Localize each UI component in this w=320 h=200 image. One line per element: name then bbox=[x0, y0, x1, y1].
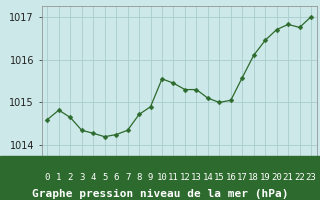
Text: 5: 5 bbox=[102, 172, 107, 182]
Text: 23: 23 bbox=[306, 172, 316, 182]
Text: 17: 17 bbox=[237, 172, 248, 182]
Text: 1: 1 bbox=[56, 172, 61, 182]
Text: 11: 11 bbox=[168, 172, 179, 182]
Text: 12: 12 bbox=[180, 172, 190, 182]
Text: 9: 9 bbox=[148, 172, 153, 182]
Text: 8: 8 bbox=[136, 172, 142, 182]
Text: 20: 20 bbox=[271, 172, 282, 182]
Text: 3: 3 bbox=[79, 172, 84, 182]
Text: 19: 19 bbox=[260, 172, 271, 182]
Text: 2: 2 bbox=[68, 172, 73, 182]
Text: 18: 18 bbox=[248, 172, 259, 182]
Text: 15: 15 bbox=[214, 172, 225, 182]
Text: 10: 10 bbox=[156, 172, 167, 182]
Text: 0: 0 bbox=[45, 172, 50, 182]
Text: 14: 14 bbox=[203, 172, 213, 182]
Text: 16: 16 bbox=[225, 172, 236, 182]
Text: 4: 4 bbox=[91, 172, 96, 182]
Text: 13: 13 bbox=[191, 172, 202, 182]
Text: 22: 22 bbox=[294, 172, 305, 182]
Text: Graphe pression niveau de la mer (hPa): Graphe pression niveau de la mer (hPa) bbox=[32, 189, 288, 199]
Text: 21: 21 bbox=[283, 172, 293, 182]
Text: 6: 6 bbox=[114, 172, 119, 182]
Text: 7: 7 bbox=[125, 172, 130, 182]
